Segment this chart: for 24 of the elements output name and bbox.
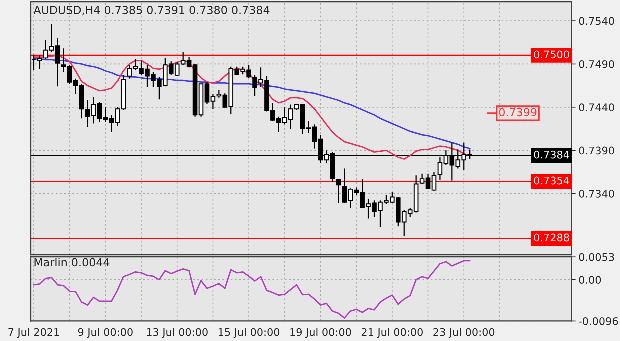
y-tick-label: 0.7340 xyxy=(579,190,614,198)
ref-line-label: 0.7384 xyxy=(534,150,570,159)
ref-line-label: 0.7500 xyxy=(534,50,570,59)
y-tick-label: 0.7490 xyxy=(579,60,614,68)
ref-line-label: 0.7288 xyxy=(534,234,570,242)
text: 0.7399 xyxy=(499,108,537,117)
chart-title: AUDUSD,H4 0.7385 0.7391 0.7380 0.7384 xyxy=(34,6,270,16)
x-tick-label: 19 Jul 00:00 xyxy=(290,328,352,338)
y-tick-label: 0.7440 xyxy=(579,104,614,112)
candlestick xyxy=(336,178,342,204)
ref-line-label: 0.7354 xyxy=(534,176,570,185)
chart-title: Marlin 0.0044 xyxy=(34,258,110,267)
y-tick-label: 0.0053 xyxy=(579,253,614,262)
x-tick-label: 13 Jul 00:00 xyxy=(147,328,208,338)
x-tick-label: 23 Jul 00:00 xyxy=(434,328,495,338)
x-tick-label: 15 Jul 00:00 xyxy=(218,328,280,338)
y-tick-label: 0.00 xyxy=(579,276,602,284)
y-tick-label: -0.0096 xyxy=(579,317,618,326)
line-series xyxy=(33,260,471,319)
x-tick-label: 9 Jul 00:00 xyxy=(78,328,133,338)
y-tick-label: 0.7540 xyxy=(579,17,614,26)
x-tick-label: 7 Jul 2021 xyxy=(8,328,60,338)
y-tick-label: 0.7390 xyxy=(579,146,614,155)
x-tick-label: 21 Jul 00:00 xyxy=(362,328,423,338)
